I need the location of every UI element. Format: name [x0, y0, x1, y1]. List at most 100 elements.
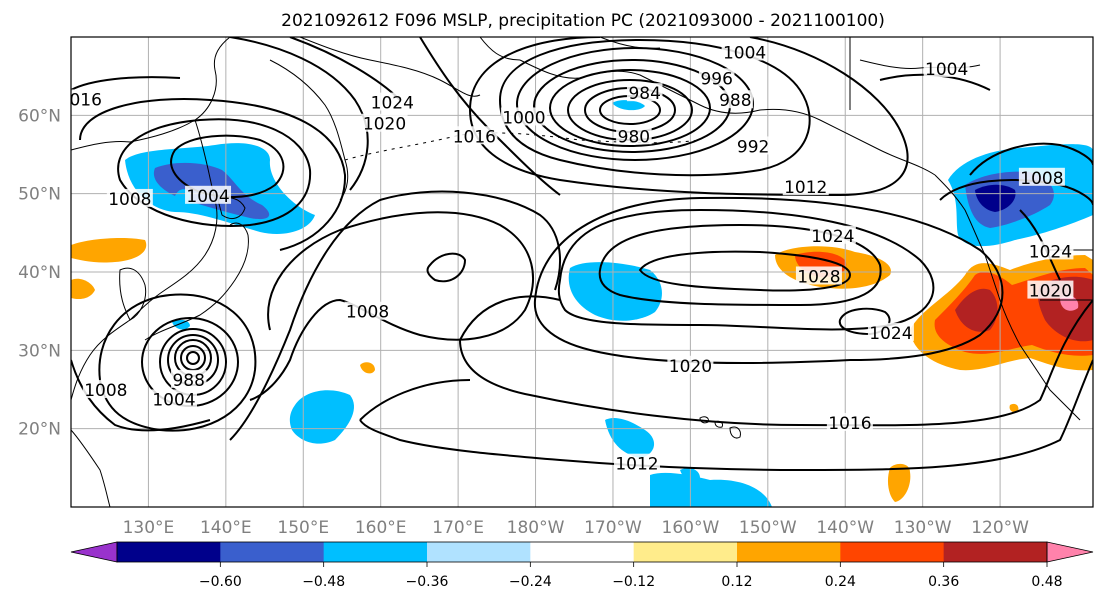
latitude-label: 20°N: [18, 420, 61, 440]
precipitation-fill-layer: [71, 100, 1093, 507]
isobar-label: 1020: [1029, 282, 1072, 302]
colorbar-segment: [427, 542, 531, 562]
contour-label-background: [698, 68, 735, 87]
isobar-label: 984: [628, 84, 660, 104]
coastline: [729, 426, 741, 439]
contour-label-background: [500, 107, 547, 126]
longitude-label: 120°W: [971, 518, 1029, 538]
colorbar-outline: [116, 541, 1048, 563]
isobar-label: 1020: [363, 115, 406, 135]
coastline: [479, 37, 521, 61]
precip-positive-region: [1009, 403, 1019, 413]
isobar-label: 1016: [828, 414, 871, 434]
contour-label-background: [721, 42, 768, 61]
isobar-label: 992: [737, 137, 769, 157]
precip-negative-region: [612, 100, 645, 111]
colorbar-segment: [530, 542, 635, 562]
precip-negative-region: [289, 390, 355, 444]
isobar: [549, 69, 711, 147]
colorbar-tick-label: −0.36: [406, 574, 449, 590]
isobar-label: 1016: [59, 90, 102, 110]
contour-label-background: [613, 453, 660, 472]
precip-negative-region: [568, 262, 662, 321]
isobar: [498, 38, 811, 177]
isobar-label: 1008: [346, 303, 389, 323]
coastline: [984, 254, 1081, 421]
contour-label-background: [361, 113, 408, 132]
isobar: [71, 76, 181, 91]
contour-label-background: [1027, 280, 1074, 299]
contour-label-background: [170, 369, 207, 388]
colorbar-segment: [323, 542, 428, 562]
precip-positive-region: [887, 463, 911, 502]
contour-label-background: [150, 389, 197, 408]
contour-label-background: [735, 136, 771, 155]
contour-label-background: [451, 126, 498, 145]
coastline: [144, 222, 249, 341]
contour-label-background: [782, 177, 829, 196]
isobar-label: 1004: [723, 43, 766, 63]
contour-label-background: [626, 83, 663, 102]
contour-label-background: [1018, 167, 1065, 186]
isobar: [98, 293, 257, 432]
isobar: [533, 196, 1004, 364]
coastline: [934, 174, 986, 256]
latitude-label: 50°N: [18, 185, 61, 205]
isobar-label: 1004: [152, 390, 195, 410]
isobar-label: 1012: [615, 455, 658, 475]
isobar-label: 1008: [1020, 169, 1063, 189]
isobar-label: 996: [700, 69, 732, 89]
contour-label-background: [826, 412, 873, 431]
colorbar-tick-label: −0.48: [302, 574, 345, 590]
colorbar-tick-label: −0.60: [199, 574, 242, 590]
precip-negative-region: [975, 184, 1016, 212]
isobar-label: 1008: [108, 190, 151, 210]
colorbar-segment: [943, 542, 1048, 562]
isobar-label: 988: [172, 371, 204, 391]
coastline-layer: [71, 37, 1093, 507]
precip-positive-region: [1060, 295, 1079, 311]
colorbar-segment: [737, 542, 841, 562]
isobar-label: 1000: [502, 108, 545, 128]
contour-label-background: [795, 266, 842, 285]
contour-label-background: [667, 355, 714, 374]
graticule: [71, 37, 1093, 507]
latitude-label: 40°N: [18, 263, 61, 283]
isobar: [557, 208, 935, 331]
isobar-label: 1020: [669, 357, 712, 377]
precip-negative-region: [313, 400, 332, 414]
precip-positive-region: [71, 237, 147, 263]
isobar-label: 1008: [84, 381, 127, 401]
colorbar-extend-low: [70, 541, 118, 563]
contour-label-background: [809, 225, 856, 244]
isobar: [969, 142, 1093, 176]
colorbar: −0.60 −0.48 −0.36 −0.24 −0.12 0.12 0.24 0.36 0.4…: [70, 541, 1094, 590]
colorbar-segment: [220, 542, 325, 562]
longitude-label: 140°E: [200, 518, 252, 538]
isobar: [79, 98, 347, 251]
longitude-label: 170°W: [584, 518, 642, 538]
contour-label-background: [71, 89, 104, 108]
latitude-label-axis: 20°N 30°N 40°N 50°N 60°N: [18, 106, 61, 439]
colorbar-segment: [633, 542, 738, 562]
contour-label-background: [344, 301, 391, 320]
map-title: 2021092612 F096 MSLP, precipitation PC (…: [281, 11, 885, 31]
colorbar-tick-label: −0.24: [509, 574, 552, 590]
longitude-label: 130°W: [894, 518, 952, 538]
precip-negative-region: [172, 319, 190, 330]
colorbar-tick-label: 0.36: [928, 574, 959, 590]
precip-positive-region: [360, 362, 375, 374]
longitude-label: 160°W: [662, 518, 720, 538]
isobar-label: 988: [719, 91, 751, 111]
contour-label-background: [867, 322, 914, 341]
contour-label-background: [185, 185, 232, 204]
longitude-label: 150°E: [277, 518, 329, 538]
isobar: [186, 351, 200, 365]
isobar: [426, 252, 467, 283]
precip-negative-region: [650, 472, 772, 507]
contour-label-background: [1027, 241, 1074, 260]
contour-label-background: [616, 126, 652, 145]
coastline: [119, 267, 147, 321]
